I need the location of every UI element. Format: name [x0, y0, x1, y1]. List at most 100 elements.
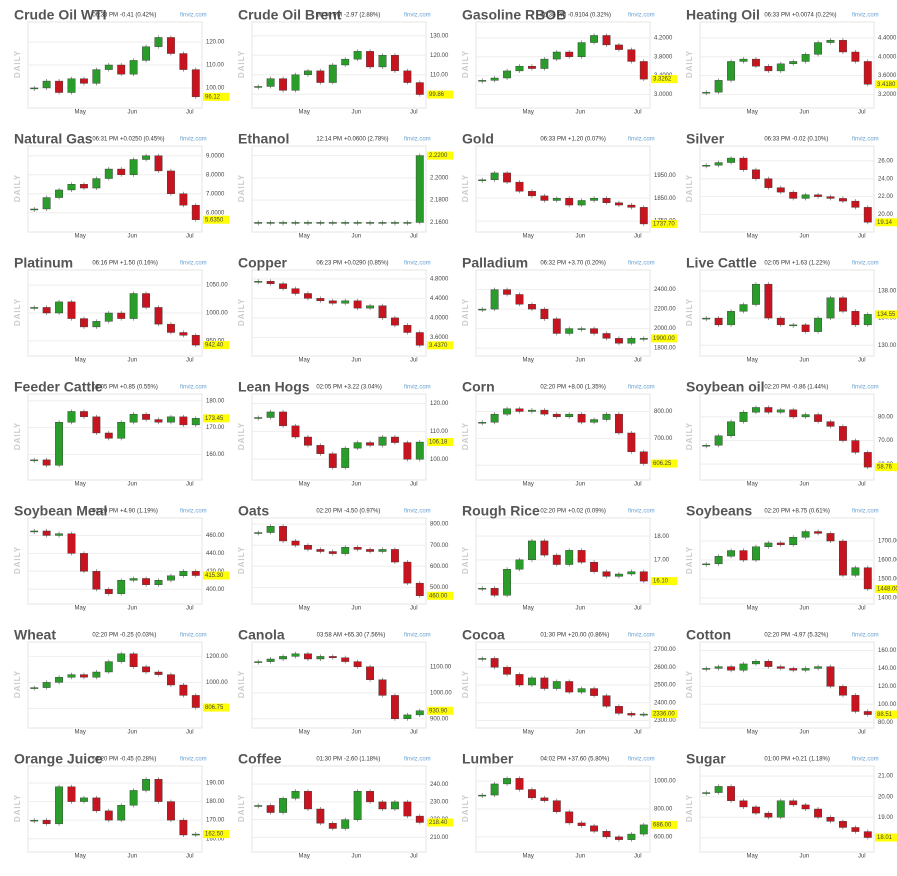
- candle: [602, 695, 611, 707]
- chart-title: Platinum: [14, 255, 73, 271]
- price-tag: [203, 341, 229, 350]
- x-tick-label: Jul: [634, 730, 642, 736]
- x-tick-label: Jul: [858, 606, 866, 612]
- x-tick-label: May: [75, 482, 86, 488]
- source: finviz.com: [852, 385, 879, 391]
- chart-tile: Platinum 06:16 PM +1.50 (0.16%) finviz.com D…: [13, 255, 229, 364]
- candle: [353, 547, 362, 550]
- time: 02:20 PM: [764, 633, 790, 639]
- time: 06:30 PM: [316, 13, 342, 19]
- candle: [279, 526, 288, 542]
- period: DAILY: [685, 422, 694, 450]
- candle: [577, 200, 586, 206]
- candle: [515, 559, 524, 570]
- y-tick-label: 2700.00: [654, 647, 676, 653]
- y-tick-label: 600.00: [430, 564, 449, 570]
- candle: [714, 786, 723, 793]
- candle: [851, 440, 860, 453]
- candle: [328, 656, 337, 658]
- candle: [154, 779, 163, 802]
- period: DAILY: [237, 670, 246, 698]
- candle: [590, 561, 598, 572]
- x-tick-label: Jul: [634, 110, 642, 116]
- time: 02:05 PM: [764, 261, 790, 267]
- candle: [801, 194, 810, 199]
- candle: [776, 409, 785, 413]
- candle: [839, 198, 847, 202]
- candle: [478, 794, 487, 797]
- change: +4.90 (1.19%): [120, 509, 158, 515]
- y-tick-label: 4.0000: [430, 315, 449, 321]
- price-label: 134.55: [877, 312, 896, 318]
- candle: [30, 687, 39, 689]
- x-tick-label: Jul: [634, 606, 642, 612]
- change: +8.00 (1.35%): [568, 385, 606, 391]
- time: 04:02 PM: [540, 757, 566, 763]
- candle: [714, 317, 723, 326]
- candle: [714, 556, 723, 565]
- change: +0.02 (0.09%): [568, 509, 606, 515]
- x-tick-label: May: [299, 730, 310, 736]
- candle: [266, 78, 275, 87]
- price-tag: [203, 414, 229, 423]
- candle: [129, 60, 138, 75]
- candle: [826, 533, 835, 542]
- candle: [179, 819, 188, 836]
- y-tick-label: 100.00: [206, 86, 225, 92]
- y-tick-label: 800.00: [654, 409, 673, 415]
- plot-area: [699, 765, 875, 853]
- x-tick-label: Jun: [128, 854, 138, 860]
- source: finviz.com: [628, 261, 655, 267]
- plot-area: [251, 393, 427, 481]
- candle: [254, 222, 263, 224]
- candle: [565, 328, 574, 334]
- candle: [42, 459, 51, 466]
- candle: [279, 411, 288, 427]
- candle: [254, 532, 263, 534]
- candle: [814, 414, 822, 422]
- source: finviz.com: [180, 261, 207, 267]
- candle: [42, 307, 51, 314]
- candle: [67, 78, 76, 93]
- x-tick-label: Jul: [186, 606, 194, 612]
- x-tick-label: Jun: [128, 606, 138, 612]
- y-tick-label: 9.0000: [206, 153, 225, 159]
- time: 01:30 PM: [540, 633, 566, 639]
- x-tick-label: Jul: [858, 110, 866, 116]
- source: finviz.com: [180, 757, 207, 763]
- y-tick-label: 120.00: [430, 53, 449, 59]
- candle: [104, 168, 113, 179]
- y-tick-label: 240.00: [430, 782, 449, 788]
- x-tick-label: Jul: [858, 482, 866, 488]
- candle: [166, 575, 175, 581]
- time: 06:33 PM: [764, 137, 790, 143]
- candle: [540, 797, 549, 801]
- price-tag: [203, 703, 229, 712]
- y-tick-label: 700.00: [654, 436, 673, 442]
- candle: [764, 283, 773, 319]
- x-tick-label: May: [747, 358, 758, 364]
- candle: [154, 419, 163, 423]
- plot-area: [27, 145, 203, 233]
- candle: [789, 324, 798, 327]
- candle: [403, 324, 412, 333]
- x-tick-label: May: [299, 234, 310, 240]
- change: +1.50 (0.16%): [120, 261, 158, 267]
- candle: [378, 222, 387, 224]
- candle: [304, 222, 312, 224]
- candle: [739, 157, 748, 170]
- price-tag: [651, 334, 677, 343]
- price-label: 3.4370: [429, 343, 448, 349]
- candle: [104, 64, 113, 70]
- candle: [565, 681, 574, 693]
- candle: [142, 578, 150, 585]
- candle: [353, 51, 362, 60]
- source: finviz.com: [852, 633, 879, 639]
- price-tag: [651, 577, 677, 586]
- y-tick-label: 440.00: [206, 551, 225, 557]
- candle: [490, 658, 499, 668]
- candle: [166, 801, 175, 821]
- candle: [266, 805, 275, 813]
- candle: [764, 407, 773, 413]
